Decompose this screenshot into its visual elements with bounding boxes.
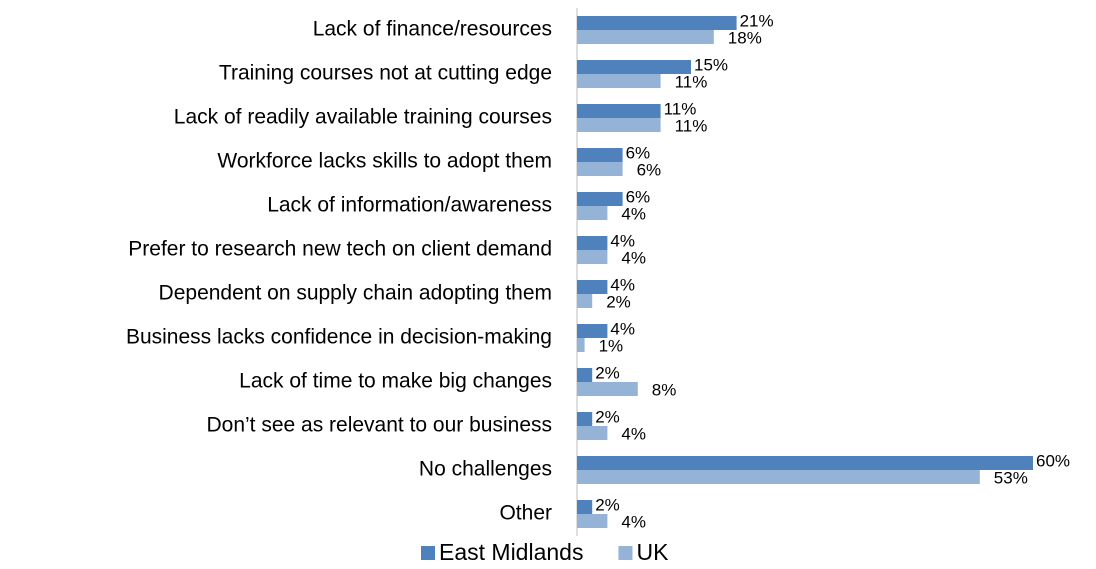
category-label: No challenges	[419, 458, 552, 481]
bar	[577, 30, 714, 44]
value-label: 11%	[664, 99, 697, 118]
category-label: Lack of information/awareness	[267, 194, 552, 217]
value-label: 15%	[694, 55, 728, 74]
legend-swatch	[618, 546, 633, 560]
bar	[577, 118, 661, 132]
value-label: 11%	[675, 116, 708, 135]
value-label: 6%	[637, 160, 662, 179]
category-label: Other	[499, 502, 552, 525]
value-label: 18%	[728, 28, 762, 47]
bar	[577, 500, 593, 514]
value-label: 8%	[652, 380, 677, 399]
bar	[577, 412, 593, 426]
bar	[577, 324, 608, 338]
value-label: 2%	[595, 495, 620, 514]
category-label: Lack of time to make big changes	[239, 370, 552, 393]
category-label: Lack of finance/resources	[313, 18, 552, 41]
bar	[577, 192, 623, 206]
category-label: Dependent on supply chain adopting them	[159, 282, 552, 305]
value-label: 4%	[621, 248, 646, 267]
bar	[577, 162, 623, 176]
bar	[577, 338, 585, 352]
bar	[577, 74, 661, 88]
value-label: 11%	[675, 72, 708, 91]
value-label: 4%	[621, 204, 646, 223]
value-label: 1%	[599, 336, 624, 355]
category-label: Lack of readily available training cours…	[174, 106, 552, 129]
bar	[577, 382, 638, 396]
bar	[577, 456, 1033, 470]
value-label: 6%	[626, 187, 651, 206]
value-label: 4%	[610, 231, 635, 250]
value-label: 6%	[626, 143, 651, 162]
bar	[577, 368, 593, 382]
value-label: 2%	[595, 407, 620, 426]
category-label: Don’t see as relevant to our business	[206, 414, 552, 437]
bar	[577, 250, 608, 264]
category-label: Workforce lacks skills to adopt them	[217, 150, 552, 173]
bar	[577, 236, 608, 250]
bar	[577, 60, 691, 74]
value-label: 21%	[740, 11, 774, 30]
bar	[577, 294, 593, 308]
bar	[577, 426, 608, 440]
bar	[577, 148, 623, 162]
bar	[577, 104, 661, 118]
value-label: 60%	[1036, 451, 1070, 470]
bar	[577, 470, 980, 484]
bar	[577, 16, 737, 30]
value-label: 4%	[610, 319, 635, 338]
legend-swatch	[421, 546, 435, 560]
bar	[577, 514, 608, 528]
value-label: 4%	[621, 512, 646, 531]
legend-label: UK	[636, 539, 669, 565]
value-label: 4%	[610, 275, 635, 294]
bar	[577, 206, 608, 220]
bar	[577, 280, 608, 294]
legend-label: East Midlands	[439, 539, 583, 565]
category-label: Training courses not at cutting edge	[219, 62, 552, 85]
value-label: 2%	[606, 292, 631, 311]
value-label: 53%	[994, 468, 1028, 487]
value-label: 2%	[595, 363, 620, 382]
category-label: Prefer to research new tech on client de…	[128, 238, 552, 261]
value-label: 4%	[621, 424, 646, 443]
category-label: Business lacks confidence in decision-ma…	[126, 326, 552, 349]
